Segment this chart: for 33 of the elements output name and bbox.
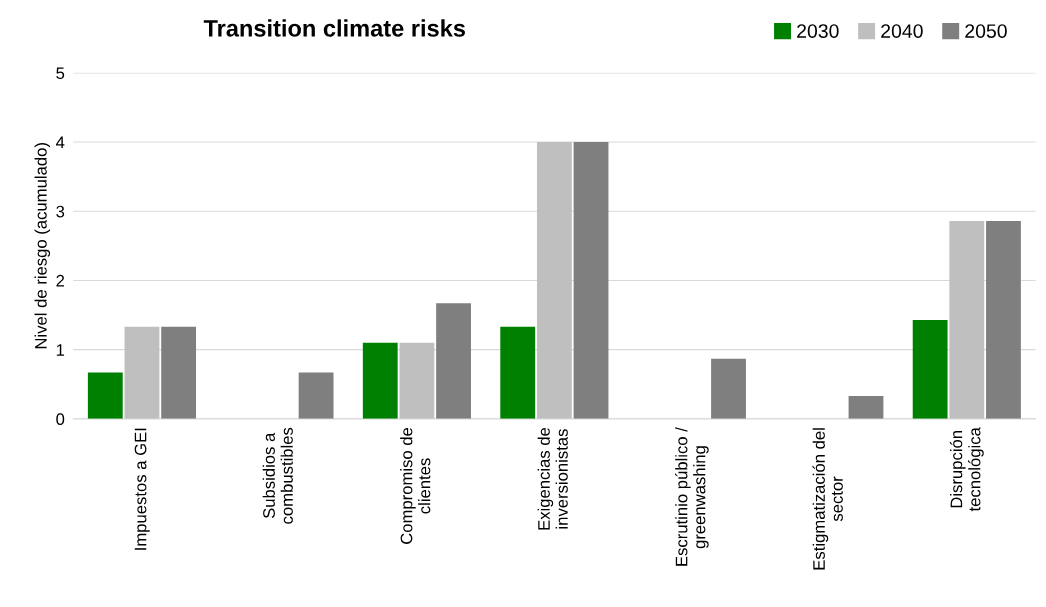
bar: [986, 220, 1021, 419]
bar: [436, 303, 471, 419]
bar: [500, 326, 536, 419]
bar: [298, 372, 334, 419]
x-tick-label: Estigmatización del sector: [812, 428, 843, 570]
bar: [362, 342, 398, 419]
x-tick-label: Compromiso de clientes: [400, 427, 431, 544]
bar: [711, 358, 746, 419]
bar: [536, 142, 572, 419]
y-tick-label: 1: [56, 344, 65, 356]
bar: [124, 326, 160, 419]
bar: [848, 395, 884, 419]
x-tick-label: Escrutinio público / greenwashing: [675, 427, 709, 566]
x-tick-label: Exigencias de inversionistas: [537, 427, 568, 530]
legend-label: 2050: [965, 24, 1007, 38]
y-tick-label: 4: [56, 136, 65, 149]
bar: [912, 319, 948, 419]
bar: [949, 220, 985, 419]
x-tick-label: Impuestos a GEI: [134, 428, 150, 550]
bar: [399, 342, 435, 419]
legend-label: 2030: [797, 24, 839, 38]
bar: [161, 326, 197, 419]
y-axis-title: Nivel de riesgo (acumulado): [34, 143, 51, 349]
y-tick-label: 2: [56, 274, 65, 287]
y-tick-label: 3: [56, 205, 65, 218]
y-tick-label: 5: [56, 67, 65, 80]
bar: [87, 372, 123, 419]
bar: [573, 142, 609, 419]
x-tick-label: Disrupción tecnológica: [949, 427, 984, 512]
chart-title: Transition climate risks: [203, 19, 465, 37]
x-tick-label: Subsidios a combustibles: [262, 427, 293, 524]
legend-label: 2040: [881, 24, 923, 38]
y-tick-label: 0: [56, 413, 65, 426]
